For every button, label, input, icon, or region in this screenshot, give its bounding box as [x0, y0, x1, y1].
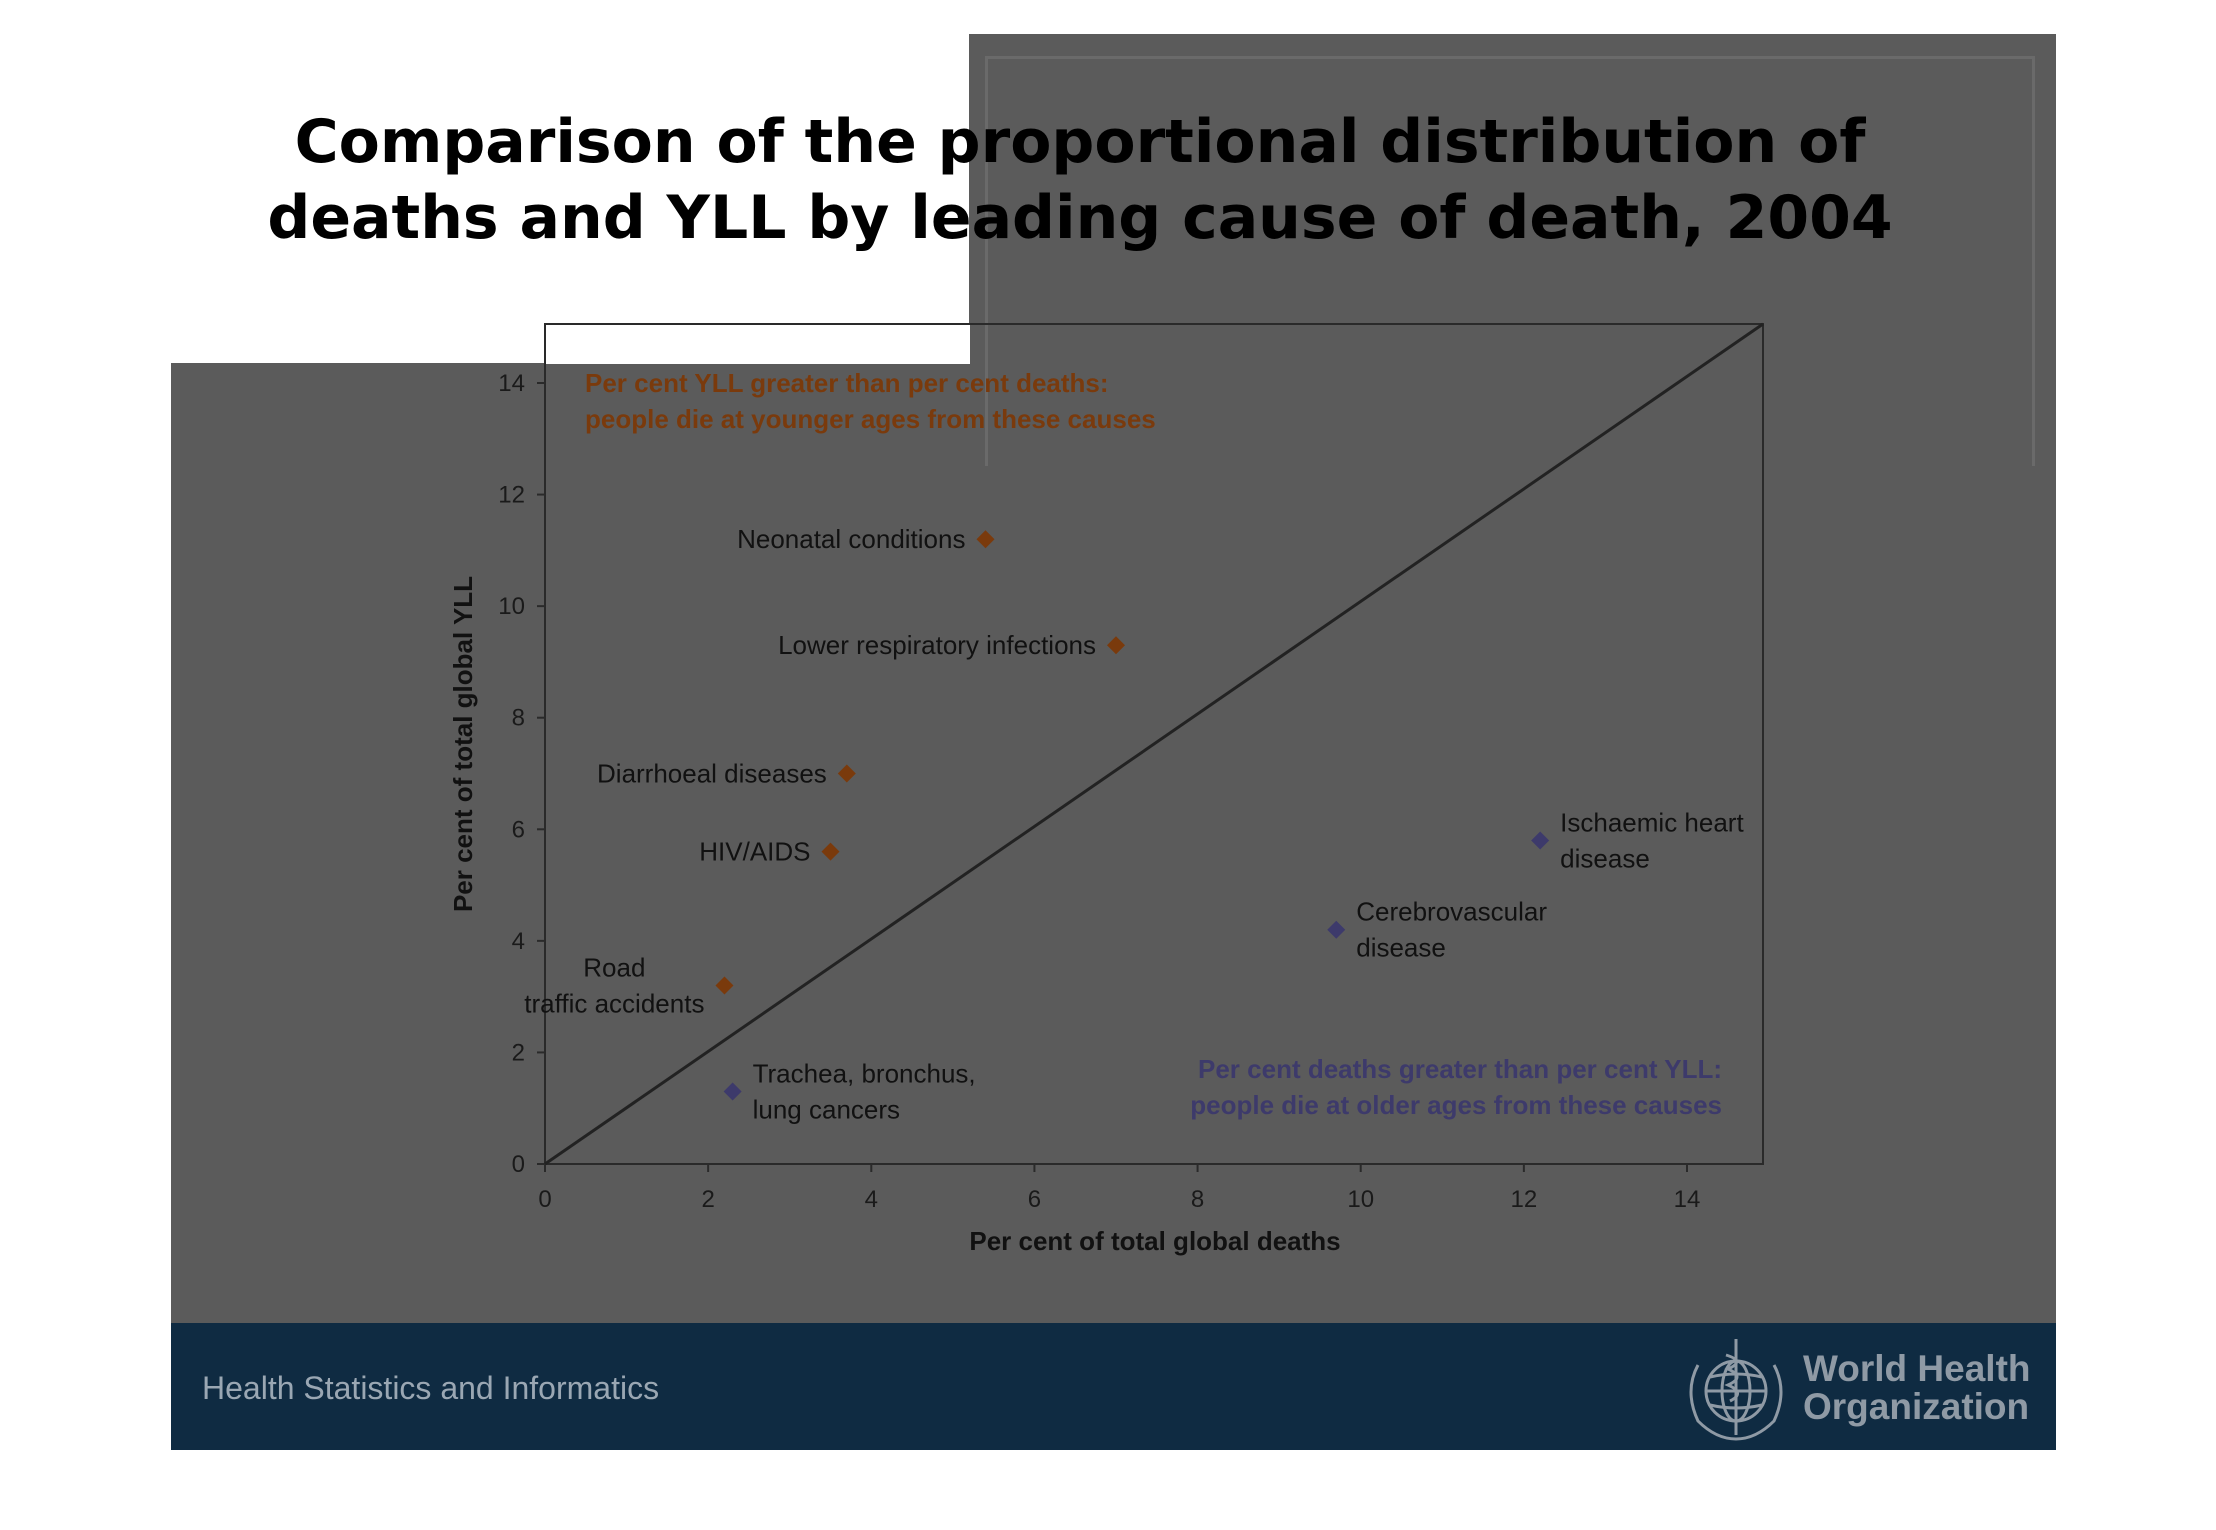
slide-background — [171, 363, 2056, 1450]
data-point-label: Ischaemic heart — [1560, 807, 1744, 837]
y-tick-label: 4 — [512, 928, 525, 955]
x-tick-label: 8 — [1191, 1186, 1204, 1213]
data-point-marker — [1327, 920, 1346, 939]
data-point-marker — [1107, 636, 1125, 655]
data-point-label: Lower respiratory infections — [778, 630, 1096, 660]
y-axis-label: Per cent of total global YLL — [448, 576, 478, 912]
equality-reference-line — [544, 322, 1764, 1166]
x-tick-label: 4 — [865, 1186, 878, 1213]
y-tick-label: 6 — [512, 816, 525, 843]
data-point-marker — [837, 764, 856, 783]
y-tick-label: 10 — [498, 593, 525, 620]
x-tick-label: 14 — [1674, 1186, 1701, 1213]
data-point-marker — [976, 530, 995, 549]
reference-line-layer — [544, 322, 1764, 1166]
who-organization-name: World Health Organization — [1803, 1348, 2031, 1427]
data-point-marker — [1531, 831, 1550, 850]
data-point-marker — [723, 1082, 742, 1101]
who-emblem-icon — [1689, 1339, 1783, 1441]
region-annotation-line: people die at older ages from these caus… — [1190, 1090, 1722, 1120]
data-point-label: lung cancers — [753, 1094, 900, 1124]
data-point-marker — [821, 842, 840, 861]
data-point-label: Cerebrovascular — [1356, 897, 1547, 927]
title-line-2: deaths and YLL by leading cause of death… — [267, 183, 1893, 253]
y-tick-label: 0 — [512, 1151, 525, 1178]
data-point-label: Road — [583, 952, 645, 982]
white-cutout — [545, 324, 970, 364]
x-axis-label: Per cent of total global deaths — [969, 1226, 1340, 1256]
data-point-layer: Neonatal conditions Lower respiratory inf… — [524, 524, 1744, 1124]
slide-background-top — [969, 34, 2056, 364]
region-annotation-line: Per cent YLL greater than per cent death… — [585, 368, 1109, 398]
annotation-layer: Per cent YLL greater than per cent death… — [585, 368, 1722, 1120]
data-point-label: disease — [1560, 843, 1650, 873]
region-annotation-line: people die at younger ages from these ca… — [585, 404, 1156, 434]
data-point-label: disease — [1356, 933, 1446, 963]
data-point-label: traffic accidents — [524, 988, 704, 1018]
y-tick-label: 2 — [512, 1039, 525, 1066]
data-point-label: Trachea, bronchus, — [753, 1058, 976, 1088]
data-point-marker — [715, 976, 734, 995]
y-tick-label: 14 — [498, 370, 525, 397]
data-point-label: HIV/AIDS — [699, 837, 810, 867]
x-tick-label: 2 — [701, 1186, 714, 1213]
x-tick-label: 6 — [1028, 1186, 1041, 1213]
x-tick-label: 10 — [1347, 1186, 1374, 1213]
footer-bar — [171, 1323, 2056, 1450]
region-annotation-line: Per cent deaths greater than per cent YL… — [1198, 1054, 1722, 1084]
slide-title: Comparison of the proportional distribut… — [200, 104, 1960, 256]
plot-area-frame — [544, 323, 1764, 1165]
x-tick-label: 12 — [1511, 1186, 1538, 1213]
data-point-label: Diarrhoeal diseases — [597, 759, 827, 789]
data-point-label: Neonatal conditions — [737, 524, 965, 554]
footer-department-text: Health Statistics and Informatics — [202, 1370, 660, 1406]
axis-layer: 0 2 4 6 8 10 12 14 0 2 4 6 8 10 12 14 — [498, 370, 1700, 1213]
y-tick-label: 12 — [498, 482, 525, 509]
slide-inner-frame — [985, 56, 2035, 466]
x-tick-label: 0 — [538, 1186, 551, 1213]
title-line-1: Comparison of the proportional distribut… — [294, 107, 1866, 177]
y-tick-label: 8 — [512, 705, 525, 732]
